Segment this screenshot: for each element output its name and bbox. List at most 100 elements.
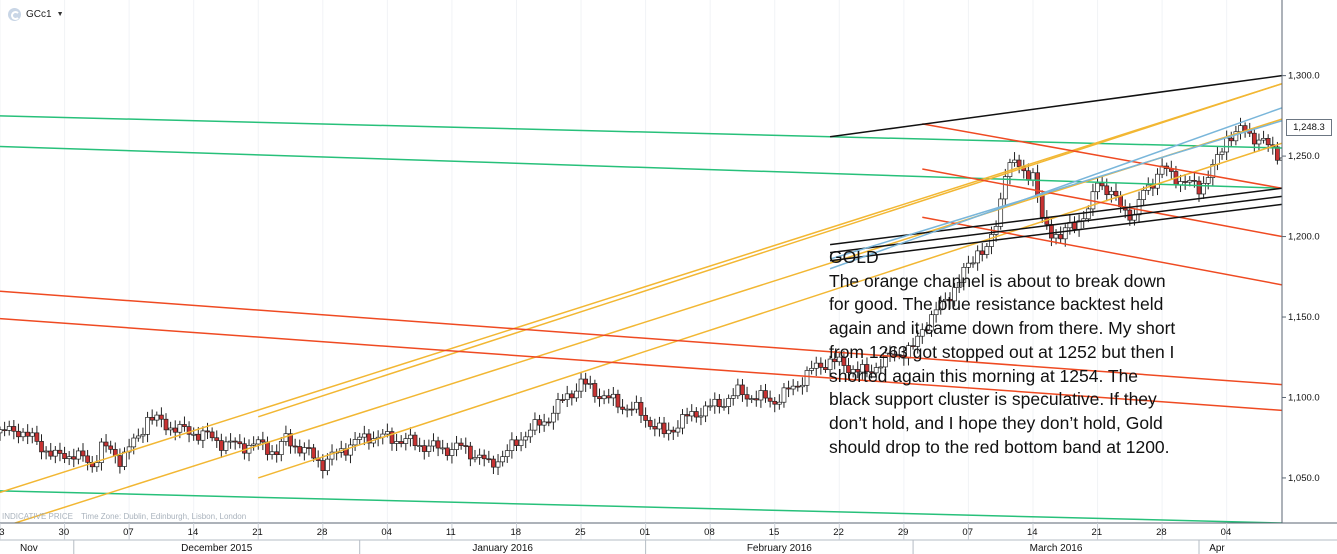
x-tick-label: 01 — [640, 527, 651, 538]
candle-body — [408, 434, 413, 439]
candle-body — [486, 458, 492, 461]
candle-body — [214, 437, 220, 441]
candle-body — [943, 298, 948, 302]
candle-body — [947, 298, 953, 302]
candle-body — [624, 408, 630, 411]
candle-body — [998, 198, 1004, 227]
x-tick-label: 14 — [1027, 527, 1038, 538]
candle-body — [108, 445, 114, 450]
candle-body — [426, 445, 432, 452]
candle-body — [758, 390, 764, 401]
candle-body — [1210, 164, 1216, 178]
candle-body — [159, 414, 164, 420]
candle-body — [1030, 172, 1036, 181]
candle-body — [242, 443, 247, 454]
symbol-selector[interactable]: GCc1 ▼ — [8, 8, 64, 21]
candle-body — [357, 436, 363, 440]
annotation-heading: GOLD — [829, 247, 879, 267]
trendline-green — [0, 490, 1282, 523]
candle-body — [1219, 151, 1225, 155]
trendline-green — [0, 115, 1282, 149]
candle-body — [753, 398, 759, 401]
candle-body — [94, 462, 100, 468]
candle-body — [574, 390, 579, 399]
y-tick-label: 1,200.0 — [1288, 232, 1320, 243]
candle-body — [1109, 190, 1114, 196]
candle-body — [57, 449, 63, 454]
y-tick-label: 1,050.0 — [1288, 473, 1320, 484]
candle-body — [16, 430, 21, 438]
x-tick-label: 29 — [898, 527, 909, 538]
candle-body — [66, 456, 72, 459]
trendline-blue — [829, 119, 1282, 260]
candle-body — [1062, 227, 1068, 240]
candle-body — [924, 329, 930, 332]
footer-note: INDICATIVE PRICE Time Zone: Dublin, Edin… — [2, 512, 252, 521]
candle-body — [896, 354, 902, 356]
candle-body — [689, 411, 695, 417]
candle-body — [730, 395, 736, 399]
candle-body — [823, 367, 828, 370]
timezone-label: Time Zone: Dublin, Edinburgh, Lisbon, Lo… — [81, 512, 247, 521]
x-tick-label: 04 — [381, 527, 392, 538]
candle-body — [1251, 132, 1257, 145]
candle-body — [182, 424, 187, 427]
candle-body — [20, 431, 26, 438]
candle-body — [421, 445, 427, 452]
candle-body — [491, 458, 496, 468]
candle-body — [795, 385, 801, 388]
candle-body — [449, 449, 455, 456]
candle-body — [348, 444, 353, 456]
candle-body — [975, 250, 980, 264]
candle-body — [675, 427, 681, 433]
candle-body — [537, 419, 542, 426]
candle-body — [744, 394, 750, 400]
candle-body — [564, 393, 570, 401]
chevron-down-icon[interactable]: ▼ — [56, 11, 64, 18]
candle-body — [1053, 234, 1059, 239]
candle-body — [698, 415, 704, 418]
candle-body — [578, 378, 584, 392]
candle-body — [956, 281, 962, 288]
candle-body — [76, 450, 81, 460]
candle-body — [721, 406, 727, 408]
candle-body — [1265, 138, 1271, 146]
candle-body — [527, 429, 533, 438]
candle-body — [1275, 146, 1280, 161]
candle-body — [1201, 183, 1206, 195]
candle-body — [629, 408, 635, 411]
trendline-blue — [829, 107, 1282, 270]
candle-body — [929, 314, 934, 331]
candle-body — [657, 422, 662, 430]
candle-body — [1099, 182, 1105, 187]
candle-body — [869, 371, 874, 374]
candle-body — [740, 384, 745, 395]
candle-body — [306, 447, 312, 449]
candle-body — [587, 383, 593, 385]
candle-body — [878, 366, 884, 369]
candle-body — [850, 369, 856, 374]
candle-body — [29, 432, 35, 437]
globe-logo-icon — [8, 8, 21, 21]
x-axis-ticks: 23 30 07 14 21 28 04 11 18 25 01 08 15 22 29 07 14 21 28 04 — [0, 523, 1231, 540]
chart-annotation: GOLD The orange channel is about to break… — [829, 246, 1259, 459]
candle-body — [458, 442, 464, 446]
candle-body — [919, 329, 925, 337]
candle-body — [1016, 159, 1022, 167]
candle-body — [712, 398, 718, 407]
candles — [0, 117, 1282, 479]
candle-body — [804, 370, 810, 386]
candle-body — [1026, 170, 1031, 181]
candle-body — [1187, 179, 1193, 183]
candle-body — [661, 422, 667, 435]
candle-body — [864, 364, 870, 373]
candle-body — [205, 430, 210, 433]
trendline-orange — [258, 82, 1282, 418]
trendline-orange — [0, 82, 1282, 494]
candle-body — [1118, 195, 1123, 208]
candle-body — [832, 358, 838, 363]
candle-body — [541, 421, 547, 426]
month-label: March 2016 — [1030, 543, 1083, 554]
candle-body — [735, 384, 741, 397]
candle-body — [1279, 157, 1282, 161]
